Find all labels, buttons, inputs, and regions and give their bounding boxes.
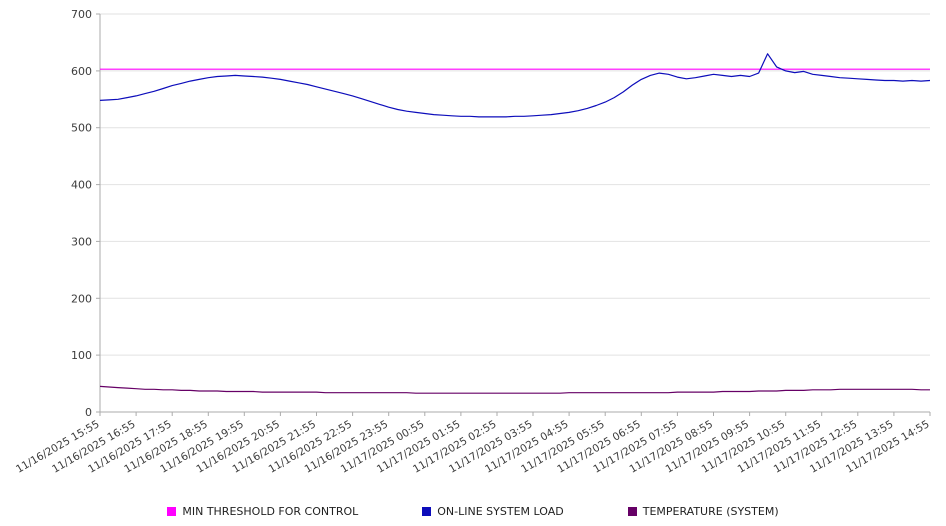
y-tick-label: 200 (71, 292, 92, 305)
legend-swatch-min-threshold-icon (167, 507, 177, 516)
legend-label-temperature: TEMPERATURE (SYSTEM) (642, 505, 779, 518)
legend-item-min-threshold: MIN THRESHOLD FOR CONTROL (167, 505, 358, 518)
y-tick-label: 600 (71, 65, 92, 78)
legend-swatch-temperature-icon (627, 507, 637, 516)
y-tick-label: 0 (85, 406, 92, 419)
series-line (99, 53, 931, 118)
y-tick-label: 400 (71, 179, 92, 192)
y-tick-label: 100 (71, 349, 92, 362)
y-tick-label: 500 (71, 122, 92, 135)
legend-item-temperature: TEMPERATURE (SYSTEM) (627, 505, 779, 518)
legend-label-system-load: ON-LINE SYSTEM LOAD (437, 505, 564, 518)
legend-label-min-threshold: MIN THRESHOLD FOR CONTROL (182, 505, 359, 518)
series-line (99, 385, 930, 394)
chart-legend: MIN THRESHOLD FOR CONTROL ON-LINE SYSTEM… (0, 505, 946, 518)
legend-item-system-load: ON-LINE SYSTEM LOAD (422, 505, 564, 518)
y-tick-label: 700 (71, 8, 92, 21)
y-tick-label: 300 (71, 235, 92, 248)
legend-swatch-system-load-icon (422, 507, 432, 516)
